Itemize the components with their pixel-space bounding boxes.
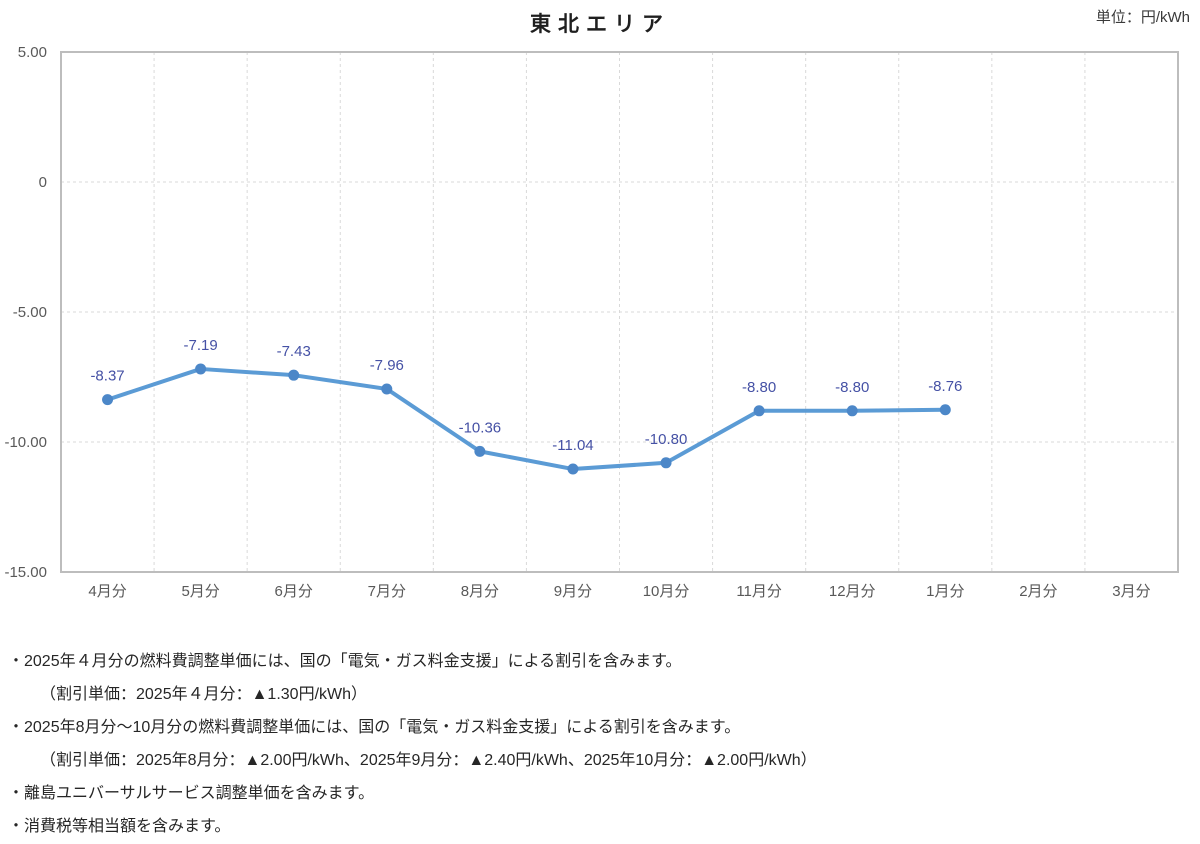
y-tick-label: -15.00: [4, 564, 47, 581]
y-tick-label: -5.00: [13, 304, 47, 321]
y-tick-label: 0: [39, 174, 47, 191]
data-point-marker: [567, 463, 579, 475]
x-tick-label: 7月分: [368, 583, 406, 600]
data-point-label: -7.43: [277, 343, 311, 360]
unit-label: 単位：円/kWh: [1095, 9, 1190, 26]
y-tick-label: 5.00: [18, 44, 47, 61]
x-tick-label: 1月分: [926, 583, 964, 600]
data-point-label: -8.76: [928, 378, 962, 395]
x-tick-label: 10月分: [643, 583, 690, 600]
data-point-marker: [753, 405, 765, 417]
data-point-label: -11.04: [552, 437, 593, 454]
data-point-marker: [660, 457, 672, 469]
x-tick-label: 11月分: [736, 583, 782, 600]
note-line: ・2025年8月分～10月分の燃料費調整単価には、国の「電気・ガス料金支援」によ…: [8, 719, 741, 736]
data-point-label: -7.19: [184, 337, 218, 354]
data-point-label: -10.36: [459, 419, 502, 436]
chart-title: 東北エリア: [530, 13, 670, 36]
line-chart: 5.00 0 -5.00 -10.00 -15.00 4月分 5月分 6月分 7月分 8月分 9月分…: [4, 44, 1179, 600]
data-point-marker: [846, 405, 858, 417]
x-tick-label: 4月分: [88, 583, 126, 600]
x-tick-label: 6月分: [275, 583, 313, 600]
y-tick-label: -10.00: [4, 434, 47, 451]
data-point-marker: [939, 404, 951, 416]
x-tick-label: 5月分: [181, 583, 219, 600]
x-tick-label: 2月分: [1019, 583, 1057, 600]
data-point-label: -10.80: [645, 431, 688, 448]
x-tick-label: 3月分: [1112, 583, 1150, 600]
plot-border: [60, 51, 1179, 573]
x-tick-label: 8月分: [461, 583, 499, 600]
note-line: （割引単価：2025年４月分：▲1.30円/kWh）: [40, 686, 368, 703]
data-point-marker: [195, 363, 207, 375]
data-point-label: -8.80: [742, 379, 776, 396]
note-line: ・消費税等相当額を含みます。: [8, 818, 231, 835]
data-point-marker: [474, 445, 486, 457]
x-tick-label: 12月分: [829, 583, 876, 600]
notes-list: ・2025年４月分の燃料費調整単価には、国の「電気・ガス料金支援」による割引を含…: [8, 645, 1192, 843]
note-line: ・離島ユニバーサルサービス調整単価を含みます。: [8, 785, 375, 802]
note-line: （割引単価：2025年8月分：▲2.00円/kWh、2025年9月分：▲2.40…: [40, 752, 817, 769]
data-point-marker: [288, 369, 300, 381]
data-point-label: -8.37: [90, 368, 124, 385]
x-tick-label: 9月分: [554, 583, 592, 600]
data-point-label: -7.96: [370, 357, 404, 374]
data-point-label: -8.80: [835, 379, 869, 396]
series-line: [105, 366, 948, 472]
note-line: ・2025年４月分の燃料費調整単価には、国の「電気・ガス料金支援」による割引を含…: [8, 653, 682, 670]
data-point-marker: [102, 394, 114, 406]
data-point-marker: [381, 383, 393, 395]
